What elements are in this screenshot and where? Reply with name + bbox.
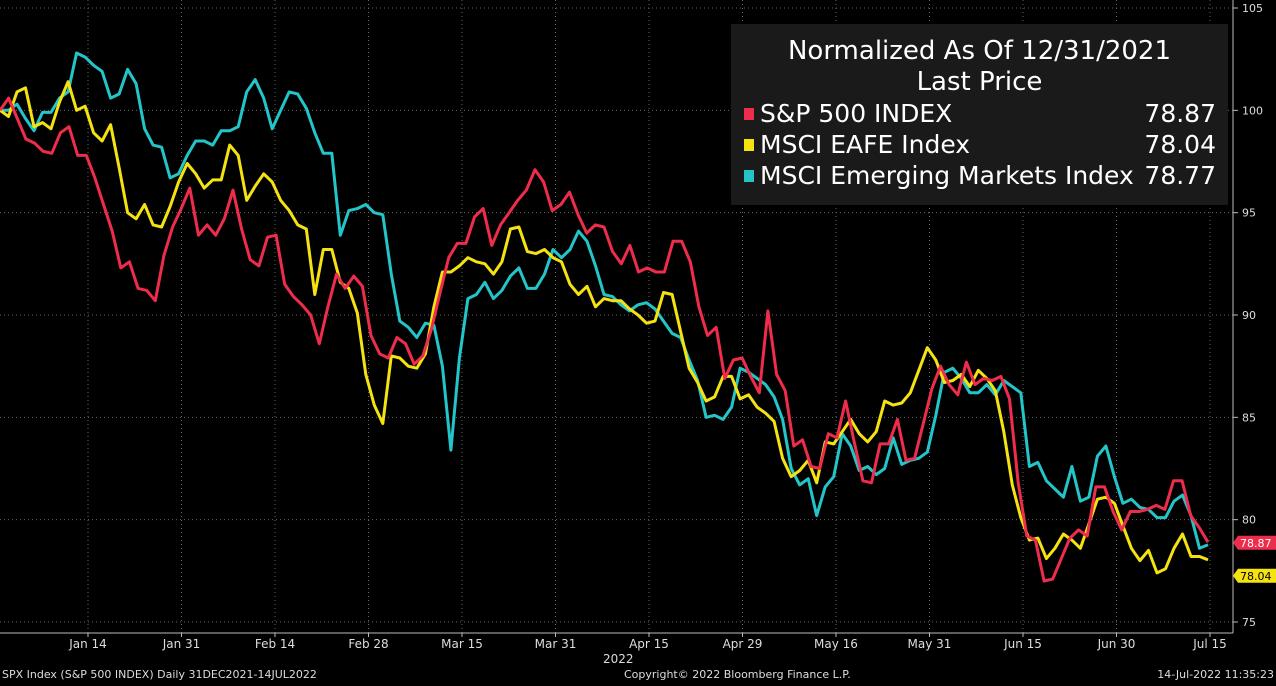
legend-label-spx: S&P 500 INDEX — [760, 99, 953, 128]
legend-entry-em: MSCI Emerging Markets Index 78.77 — [731, 160, 1228, 191]
badge-value: 78.04 — [1240, 570, 1272, 583]
x-tick-label: Jun 15 — [1003, 637, 1042, 651]
legend-value-spx: 78.87 — [1144, 99, 1216, 128]
y-tick-label: 105 — [1242, 2, 1263, 15]
x-tick-labels: Jan 14 Jan 31 Feb 14 Feb 28 Mar 15 Mar 31 Apr … — [68, 637, 1227, 651]
badge-shape — [1233, 568, 1276, 583]
footer-ticker-info: SPX Index (S&P 500 INDEX) Daily 31DEC202… — [2, 668, 317, 681]
x-tick-label: Jan 31 — [162, 637, 201, 651]
y-tick-label: 100 — [1242, 104, 1263, 117]
footer-timestamp: 14-Jul-2022 11:35:23 — [1157, 668, 1274, 681]
footer-copyright: Copyright© 2022 Bloomberg Finance L.P. — [624, 668, 851, 681]
legend-label-eafe: MSCI EAFE Index — [760, 130, 971, 159]
x-tick-label: Feb 28 — [348, 637, 388, 651]
x-tick-label: Apr 15 — [629, 637, 669, 651]
last-price-badge-1: 78.04 — [1233, 568, 1276, 583]
x-axis-label: 2022 — [603, 652, 634, 666]
y-tick-labels: 75 80 85 90 95 100 105 — [1242, 2, 1263, 629]
x-tick-label: May 16 — [814, 637, 858, 651]
last-price-badges: 78.87 78.04 — [1233, 535, 1276, 583]
chart-subtitle: Last Price — [916, 67, 1043, 97]
legend-label-em: MSCI Emerging Markets Index — [760, 161, 1134, 190]
x-tick-label: Mar 31 — [535, 637, 577, 651]
legend-swatch-eafe — [744, 139, 754, 151]
x-tick-label: Apr 29 — [723, 637, 763, 651]
series-line-1 — [0, 80, 1209, 575]
x-tick-label: May 31 — [908, 637, 952, 651]
x-tick-label: Feb 14 — [255, 637, 295, 651]
y-tick-label: 75 — [1242, 616, 1256, 629]
series-line-2 — [0, 51, 1209, 550]
y-tick-label: 80 — [1242, 514, 1256, 527]
legend-value-eafe: 78.04 — [1144, 130, 1216, 159]
legend-entry-eafe: MSCI EAFE Index 78.04 — [731, 129, 1228, 160]
chart-title-text: Normalized As Of 12/31/2021 — [787, 36, 1172, 66]
legend-swatch-em — [744, 170, 754, 182]
x-tick-label: Mar 15 — [441, 637, 483, 651]
legend-swatch-spx — [744, 108, 754, 120]
legend-value-em: 78.77 — [1144, 161, 1216, 190]
series-lines — [0, 51, 1210, 583]
y-tick-label: 90 — [1242, 309, 1256, 322]
badge-value: 78.87 — [1240, 537, 1272, 550]
x-tick-label: Jul 15 — [1192, 637, 1227, 651]
y-tick-label: 85 — [1242, 411, 1256, 424]
chart-title: Normalized As Of 12/31/2021 Last Price — [731, 36, 1228, 98]
x-tick-label: Jun 30 — [1097, 637, 1136, 651]
y-tick-label: 95 — [1242, 207, 1256, 220]
x-tick-label: Jan 14 — [68, 637, 107, 651]
last-price-badge-0: 78.87 — [1233, 535, 1276, 550]
legend-entry-spx: S&P 500 INDEX 78.87 — [731, 98, 1228, 129]
series-line-0 — [0, 96, 1210, 583]
legend-box: Normalized As Of 12/31/2021 Last Price S… — [731, 24, 1228, 205]
badge-shape — [1233, 535, 1276, 550]
